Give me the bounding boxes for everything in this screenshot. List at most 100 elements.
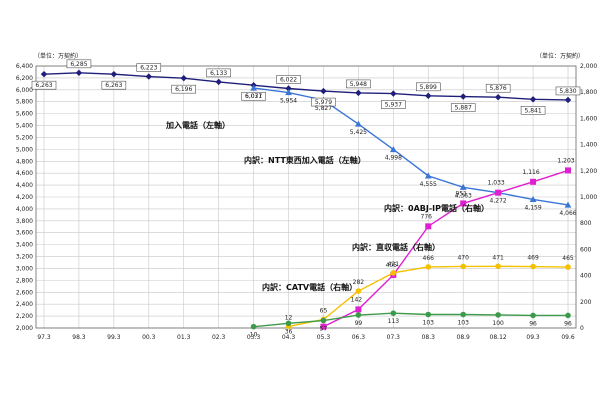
- data-label: 6,133: [210, 70, 227, 77]
- data-label: 5,937: [385, 102, 402, 109]
- data-label: 5,887: [455, 105, 472, 112]
- data-point: [250, 84, 257, 91]
- data-label: 12: [285, 314, 293, 321]
- data-label: 103: [457, 320, 469, 327]
- data-point: [565, 264, 571, 270]
- data-point: [355, 120, 362, 127]
- data-label-box: [101, 80, 127, 90]
- x-tick-label: 01.3: [177, 334, 191, 341]
- data-label: 469: [527, 255, 539, 262]
- data-labels: 6,263 6,285 6,263 6,223 6,196 6,133 6,077 6,022…: [31, 59, 581, 339]
- x-tick-label: 99.3: [107, 334, 121, 341]
- right-tick-label: 1,200: [580, 168, 597, 175]
- data-label: 5,876: [490, 85, 507, 92]
- data-label: 57: [320, 326, 328, 333]
- data-point: [355, 312, 362, 318]
- right-tick-label: 1,600: [580, 115, 597, 122]
- series-line: [253, 87, 569, 206]
- data-point: [425, 223, 432, 230]
- data-point: [285, 320, 292, 327]
- data-label: 6,263: [105, 82, 122, 89]
- data-point: [494, 94, 502, 101]
- left-tick-label: 2,600: [16, 289, 33, 296]
- data-point: [495, 263, 501, 270]
- data-label-box: [66, 59, 92, 69]
- data-point: [285, 85, 292, 92]
- data-label: 113: [388, 318, 400, 325]
- data-point: [250, 323, 257, 330]
- left-tick-label: 3,600: [16, 230, 33, 237]
- data-label: 1,033: [488, 180, 505, 187]
- data-label: 142: [351, 296, 363, 303]
- x-tick-label: 09.3: [526, 334, 540, 341]
- data-label-box: [520, 106, 546, 115]
- left-tick-label: 4,400: [16, 182, 33, 189]
- x-tick-label: 08.9: [457, 334, 471, 341]
- data-point: [530, 263, 536, 270]
- data-point: [425, 264, 432, 270]
- left-tick-label: 4,200: [16, 194, 33, 201]
- x-tick-label: 06.3: [352, 334, 366, 341]
- data-label: 65: [320, 307, 328, 314]
- left-tick-label: 5,600: [16, 111, 33, 118]
- data-label-box: [450, 103, 476, 112]
- left-tick-label: 3,200: [16, 254, 33, 261]
- data-label-box: [171, 84, 196, 94]
- left-tick-label: 5,200: [16, 134, 33, 141]
- data-label: 421: [388, 261, 400, 268]
- data-label-box: [136, 63, 162, 72]
- x-tick-label: 03.3: [247, 334, 261, 341]
- series-3: [285, 263, 571, 330]
- left-tick-label: 4,000: [16, 206, 33, 213]
- data-label: 5,827: [315, 105, 332, 112]
- data-label: 776: [421, 213, 433, 220]
- series-0: [40, 69, 572, 104]
- series-lines: [40, 69, 572, 330]
- data-point: [390, 90, 397, 97]
- left-tick-label: 4,800: [16, 158, 33, 165]
- data-label-box: [31, 80, 57, 90]
- left-tick-label: 3,800: [16, 218, 33, 225]
- data-label: 6,031: [245, 93, 262, 100]
- data-label: 4,363: [455, 192, 472, 199]
- data-point: [425, 311, 432, 318]
- data-label: 6,196: [175, 86, 192, 93]
- x-tick-label: 09.6: [561, 334, 575, 341]
- data-point: [530, 312, 536, 319]
- right-tick-label: 1,000: [580, 194, 597, 201]
- data-point: [389, 146, 397, 153]
- data-label: 405: [386, 262, 398, 269]
- data-label: 471: [492, 254, 504, 261]
- left-tick-label: 6,000: [16, 87, 33, 94]
- data-point: [565, 167, 571, 174]
- plot-frame: [35, 65, 577, 329]
- data-label: 5,841: [524, 107, 541, 114]
- data-label: 465: [562, 255, 574, 262]
- left-tick-label: 2,000: [16, 325, 33, 332]
- data-point: [285, 89, 292, 96]
- data-label: 951: [455, 190, 467, 197]
- series-name: 内訳：CATV電話（右軸）: [262, 282, 357, 292]
- data-point: [495, 312, 501, 318]
- data-point: [355, 89, 362, 97]
- data-point: [530, 178, 537, 185]
- left-tick-label: 3,400: [16, 242, 33, 249]
- data-label: 5,425: [350, 129, 367, 136]
- data-point: [529, 96, 537, 103]
- axes: 2,000 2,200 2,400 2,600 2,800 3,000 3,200 3,400…: [16, 63, 598, 341]
- left-tick-label: 6,400: [16, 63, 33, 70]
- data-point: [390, 270, 397, 276]
- series-names: 加入電話（左軸） 内訳：NTT東西加入電話（左軸） 内訳：0ABJ-IP電話（右軸）…: [165, 120, 489, 292]
- data-label-box: [381, 100, 406, 109]
- left-tick-label: 3,000: [16, 265, 33, 272]
- x-tick-label: 98.3: [72, 334, 86, 341]
- data-label: 4,159: [524, 204, 541, 211]
- data-label: 282: [353, 279, 365, 286]
- right-axis-unit: （単位：万契約）: [536, 52, 584, 60]
- data-point: [425, 92, 432, 100]
- data-point: [320, 87, 327, 95]
- data-label: 5,948: [350, 81, 367, 88]
- data-label: 96: [564, 320, 572, 327]
